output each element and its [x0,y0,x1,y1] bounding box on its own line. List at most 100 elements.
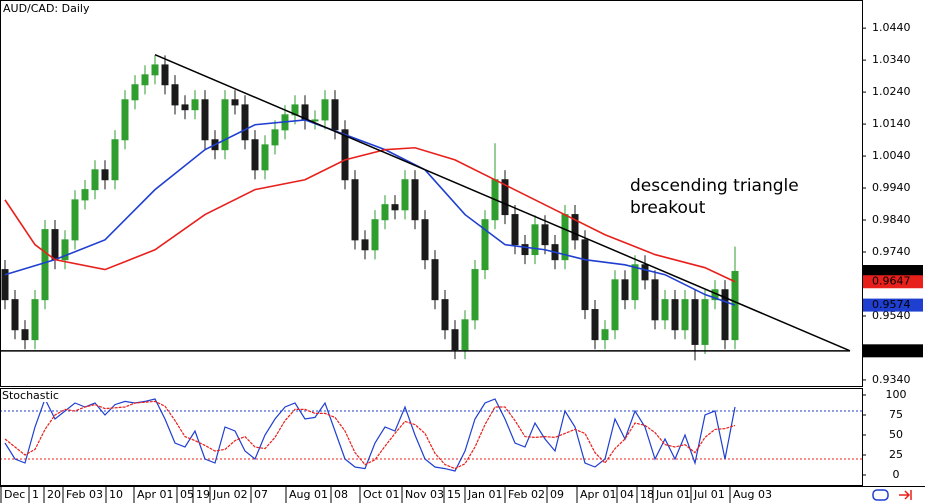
x-tick-label: 19 [196,488,210,501]
link-icon[interactable] [872,489,889,501]
price-tag-label: 0.9679 [872,265,911,278]
candle-body [501,179,509,216]
x-tick-label: Jan 01 [467,488,502,501]
y-tick-label: 1.0340 [872,53,911,66]
candle-body [81,189,89,201]
candle-body [441,299,449,331]
y-tick-label: 1.0140 [872,117,911,130]
subtitle-box [1,389,57,402]
x-tick-label: Aug 01 [289,488,328,501]
y-tick-label: 1.0240 [872,85,911,98]
candle-body [591,309,599,341]
candle-body [561,214,569,261]
candle-body [131,84,139,101]
x-tick-label: 1 [32,488,39,501]
x-tick-label: 20 [47,488,61,501]
candle-body [351,179,359,241]
candle-body [121,99,129,141]
x-tick-label: 15 [447,488,461,501]
main-frame [0,0,863,387]
candle-body [241,104,249,141]
candle-body [191,99,199,111]
candle-body [161,64,169,86]
candle-body [721,289,729,341]
candle-body [371,219,379,251]
x-tick-label: Apr 01 [580,488,617,501]
candle-body [381,204,389,221]
toolbar-icons[interactable] [872,489,912,501]
price-tag-label: 0.9431 [872,344,911,357]
annotation: breakout [630,198,706,218]
candle-body [581,239,589,311]
stochastic-line [4,397,736,472]
title-box [1,1,89,16]
candle-body [341,129,349,181]
candle-body [331,99,339,131]
candle-body [611,279,619,331]
x-tick-label: 08 [334,488,348,501]
candle-body [111,139,119,181]
candle-body [91,169,99,191]
x-tick-label: 04 [620,488,634,501]
arrow-icon[interactable] [899,490,912,500]
x-tick-label: Nov 03 [405,488,444,501]
x-tick-label: Jun 01 [655,488,691,501]
annotation: descending triangle [630,176,799,196]
candle-body [511,214,519,246]
price-tag [863,344,923,358]
y-tick-label: 0.9340 [872,373,911,386]
candle-body [141,74,149,86]
candle-body [421,219,429,261]
y-tick-label: 100 [886,388,907,401]
candle-body [681,299,689,331]
y-tick-label: 0.9740 [872,245,911,258]
candle-body [41,229,49,301]
candle-body [621,279,629,301]
x-tick-label: 18 [640,488,654,501]
candle-body [51,229,59,261]
y-tick-label: 75 [889,408,903,421]
candle-body [21,329,29,341]
candle-body [571,214,579,241]
x-tick-label: Jul 01 [693,488,725,501]
price-tag [863,265,923,279]
candle-body [531,224,539,256]
x-tick-label: Oct 01 [363,488,400,501]
y-tick-label: 0.9540 [872,309,911,322]
y-tick-label: 50 [889,428,903,441]
candle-body [641,264,649,281]
candle-body [151,64,159,76]
candle-body [401,179,409,211]
candle-body [311,119,319,122]
candle-body [71,199,79,241]
candle-body [261,144,269,171]
candle-body [391,204,399,211]
candle-body [691,299,699,345]
candle-body [271,129,279,146]
x-tick-label: 07 [254,488,268,501]
stochastic-frame [0,388,863,486]
candle-body [31,299,39,341]
y-tick-label: 0.9840 [872,213,911,226]
plot-layer: 1.0440 1.0340 1.0240 1.0140 1.0040 0.9940 0.98… [0,21,923,503]
y-tick-label: 1.0040 [872,149,911,162]
candle-body [411,179,419,221]
trend-line [154,53,851,352]
candle-body [471,269,479,321]
candle-body [701,299,709,345]
stochastic-line [4,400,736,470]
x-tick-label: 05 [180,488,194,501]
moving-average [4,119,736,306]
candle-body [431,259,439,301]
candle-body [101,169,109,181]
x-tick-label: Feb 03 [66,488,103,501]
x-tick-label: Aug 03 [733,488,772,501]
y-tick-label: 0 [893,468,900,481]
candle-body [181,104,189,111]
candle-body [481,219,489,271]
x-tick-label: Apr 01 [137,488,174,501]
candle-body [251,139,259,171]
candle-body [601,329,609,341]
